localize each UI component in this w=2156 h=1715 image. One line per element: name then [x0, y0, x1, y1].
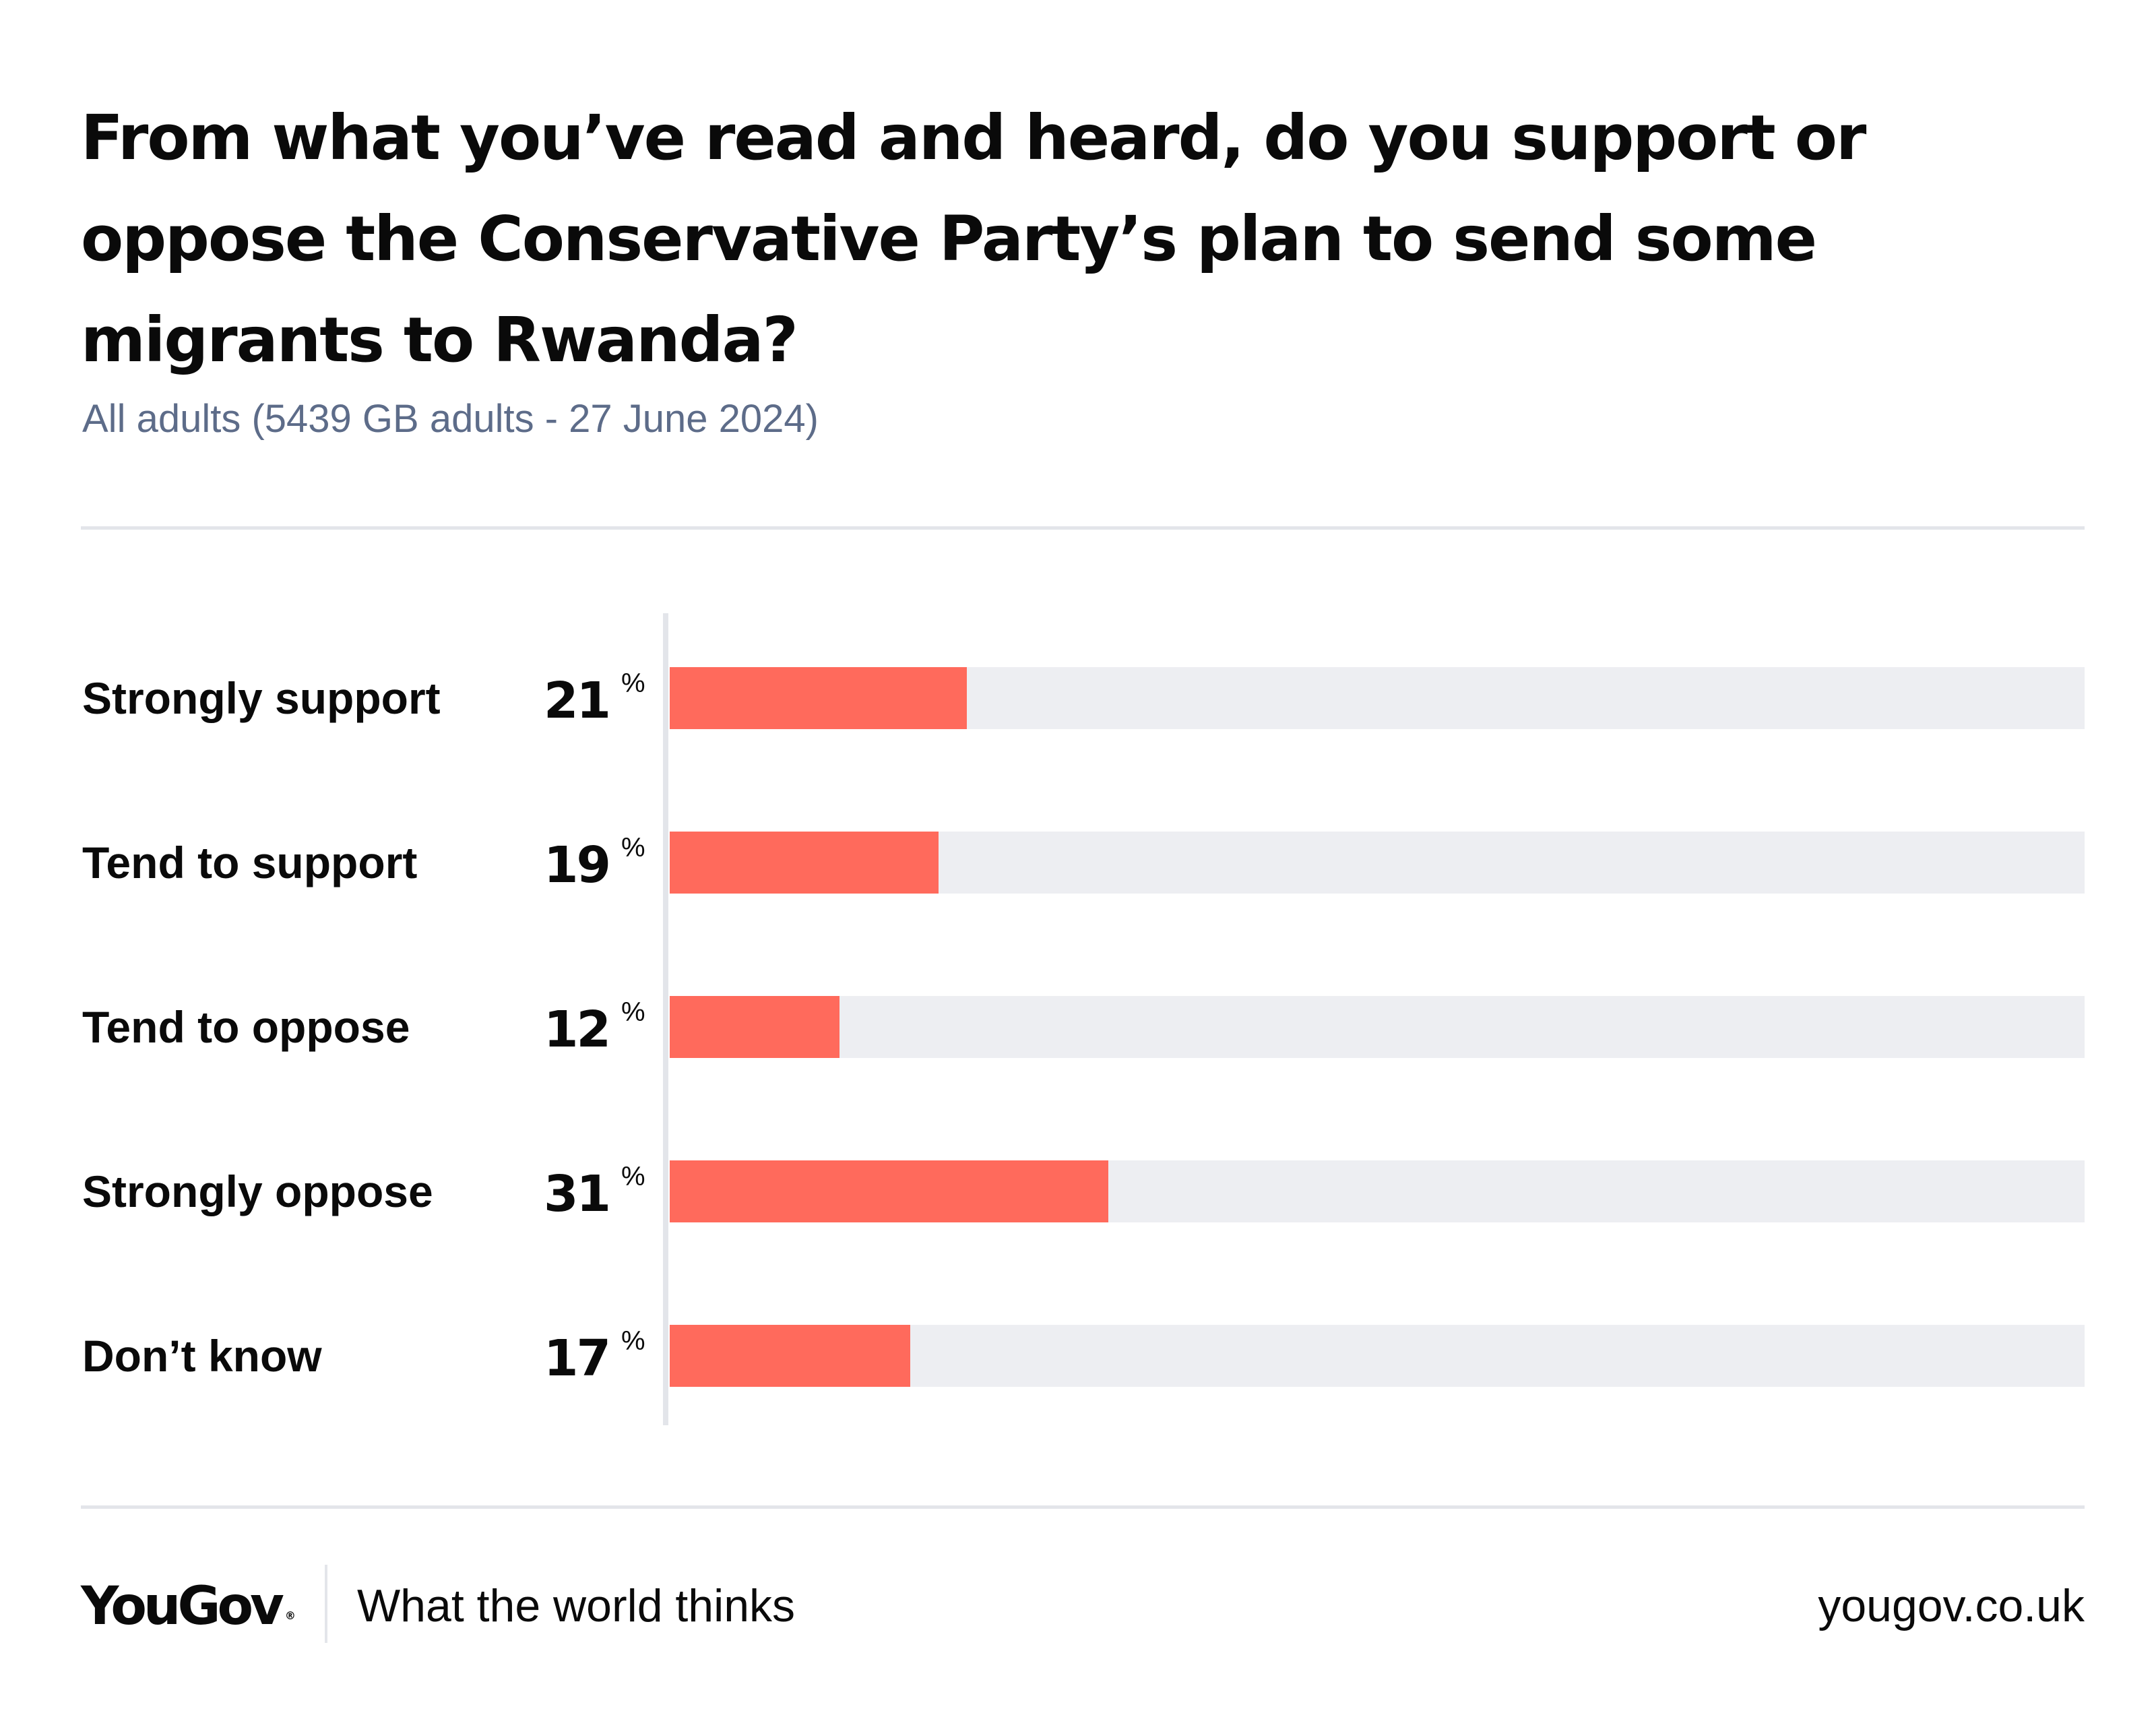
bar-row: Tend to support 19% — [0, 832, 2156, 894]
bar-track — [670, 832, 2085, 894]
top-divider — [81, 526, 2085, 530]
bar — [670, 1325, 910, 1387]
bar-row: Strongly oppose 31% — [0, 1160, 2156, 1223]
value-label: 17 — [544, 1330, 611, 1387]
bar — [670, 996, 839, 1058]
bar-row: Don’t know 17% — [0, 1325, 2156, 1387]
category-label: Strongly support — [82, 673, 441, 723]
bar-track — [670, 996, 2085, 1058]
axis-line — [663, 613, 668, 1425]
footer-divider — [325, 1565, 327, 1643]
yougov-logo[interactable]: YouGov ® — [81, 1574, 296, 1639]
value-label: 21 — [544, 672, 611, 730]
category-label: Tend to support — [82, 838, 418, 887]
percent-unit: % — [621, 997, 645, 1027]
footer-url[interactable]: yougov.co.uk — [1818, 1580, 2085, 1631]
footer-tagline: What the world thinks — [357, 1580, 796, 1631]
chart-subtitle: All adults (5439 GB adults - 27 June 202… — [82, 397, 819, 441]
percent-unit: % — [621, 833, 645, 863]
category-label: Don’t know — [82, 1331, 322, 1381]
value-label: 12 — [544, 1001, 611, 1059]
category-label: Strongly oppose — [82, 1166, 433, 1216]
chart-title: From what you’ve read and heard, do you … — [81, 102, 1866, 376]
bar-row: Tend to oppose 12% — [0, 996, 2156, 1059]
value-label: 31 — [544, 1165, 611, 1223]
bar-row: Strongly support 21% — [0, 667, 2156, 730]
percent-unit: % — [621, 668, 645, 698]
bar — [670, 667, 967, 729]
percent-unit: % — [621, 1326, 645, 1356]
value-label: 19 — [544, 836, 611, 894]
registered-mark: ® — [284, 1609, 296, 1622]
bar-track — [670, 1160, 2085, 1222]
bottom-divider — [81, 1505, 2085, 1509]
logo-text: YouGov — [81, 1576, 284, 1637]
bar — [670, 1160, 1108, 1222]
percent-unit: % — [621, 1162, 645, 1191]
category-label: Tend to oppose — [82, 1002, 410, 1052]
bar — [670, 832, 939, 894]
bar-track — [670, 1325, 2085, 1387]
bar-track — [670, 667, 2085, 729]
